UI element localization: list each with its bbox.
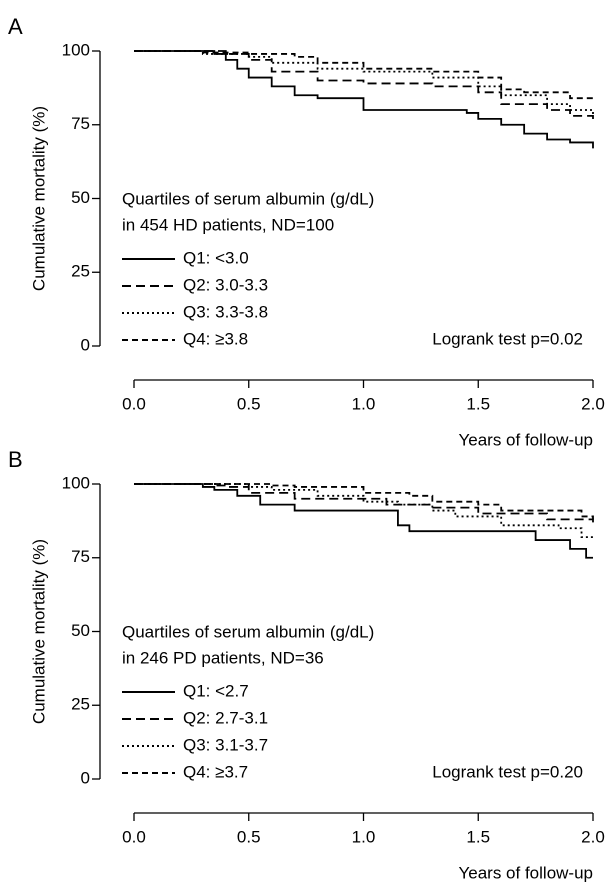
- legend-title: in 246 PD patients, ND=36: [122, 648, 324, 667]
- y-tick-label: 100: [62, 40, 90, 59]
- x-tick-label: 1.0: [352, 827, 376, 846]
- panel-label: A: [8, 14, 23, 39]
- y-axis-label: Cumulative mortality (%): [29, 539, 48, 724]
- y-tick-label: 0: [81, 335, 90, 354]
- y-tick-label: 50: [71, 188, 90, 207]
- legend-label: Q2: 3.0-3.3: [183, 275, 268, 294]
- survival-curve: [134, 483, 594, 523]
- y-tick-label: 0: [81, 768, 90, 787]
- survival-curve: [134, 50, 593, 100]
- legend-label: Q1: <3.0: [183, 248, 249, 267]
- survival-curve: [134, 50, 594, 122]
- legend-title: Quartiles of serum albumin (g/dL): [122, 622, 374, 641]
- panel-label: B: [8, 447, 23, 472]
- x-axis-label: Years of follow-up: [458, 430, 593, 449]
- survival-curve: [134, 50, 594, 149]
- survival-curve: [134, 483, 593, 538]
- x-tick-label: 1.5: [466, 394, 490, 413]
- legend-title: in 454 HD patients, ND=100: [122, 215, 334, 234]
- legend-title: Quartiles of serum albumin (g/dL): [122, 189, 374, 208]
- survival-curve: [134, 483, 594, 520]
- y-tick-label: 50: [71, 621, 90, 640]
- y-tick-label: 75: [71, 114, 90, 133]
- x-tick-label: 0.5: [237, 394, 261, 413]
- y-tick-label: 100: [62, 473, 90, 492]
- x-tick-label: 2.0: [581, 394, 605, 413]
- legend-label: Q4: ≥3.7: [183, 762, 248, 781]
- y-tick-label: 75: [71, 547, 90, 566]
- annotation: Logrank test p=0.02: [432, 329, 583, 348]
- legend-label: Q4: ≥3.8: [183, 329, 248, 348]
- x-tick-label: 0.0: [122, 394, 146, 413]
- x-tick-label: 0.5: [237, 827, 261, 846]
- y-tick-label: 25: [71, 695, 90, 714]
- legend-label: Q3: 3.3-3.8: [183, 302, 268, 321]
- survival-curve: [134, 483, 593, 559]
- x-tick-label: 2.0: [581, 827, 605, 846]
- x-tick-label: 0.0: [122, 827, 146, 846]
- legend-label: Q1: <2.7: [183, 681, 249, 700]
- y-axis-label: Cumulative mortality (%): [29, 106, 48, 291]
- legend-label: Q3: 3.1-3.7: [183, 735, 268, 754]
- x-tick-label: 1.5: [466, 827, 490, 846]
- legend-label: Q2: 2.7-3.1: [183, 708, 268, 727]
- y-tick-label: 25: [71, 262, 90, 281]
- annotation: Logrank test p=0.20: [432, 762, 583, 781]
- x-axis-label: Years of follow-up: [458, 863, 593, 882]
- x-tick-label: 1.0: [352, 394, 376, 413]
